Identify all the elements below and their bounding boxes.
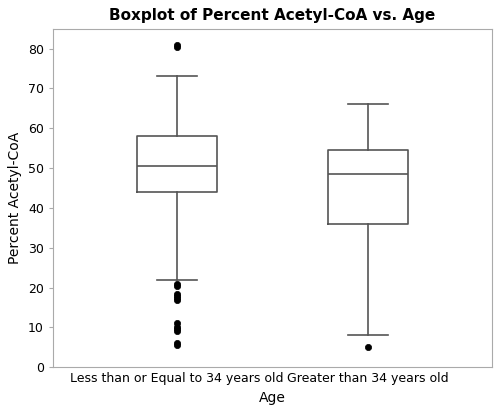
Y-axis label: Percent Acetyl-CoA: Percent Acetyl-CoA — [8, 132, 22, 264]
X-axis label: Age: Age — [259, 391, 285, 405]
Title: Boxplot of Percent Acetyl-CoA vs. Age: Boxplot of Percent Acetyl-CoA vs. Age — [109, 8, 436, 23]
